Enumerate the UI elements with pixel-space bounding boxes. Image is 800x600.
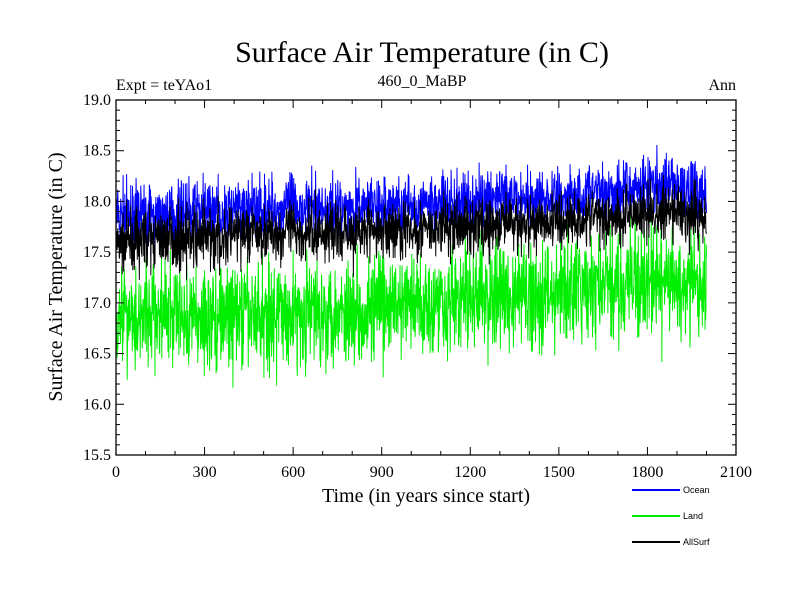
series-layer	[115, 144, 707, 388]
y-tick-label: 16.0	[83, 396, 111, 413]
y-tick-label: 15.5	[83, 447, 111, 464]
legend-label-allsurf: AllSurf	[683, 537, 710, 547]
x-tick-label: 1500	[543, 464, 575, 481]
legend-label-ocean: Ocean	[683, 485, 710, 495]
period-label: 460_0_MaBP	[378, 73, 467, 90]
series-line-allsurf	[115, 174, 707, 281]
y-tick-label: 19.0	[83, 92, 111, 109]
axis-layer: 0 300 600 900 1200 1500 1800 2100 15.5 16.0 16.5 17…	[83, 92, 752, 481]
season-label: Ann	[708, 77, 736, 94]
x-tick-label: 0	[112, 464, 120, 481]
y-tick-label: 17.5	[83, 244, 111, 261]
x-tick-label: 900	[370, 464, 394, 481]
legend-label-land: Land	[683, 511, 703, 521]
x-axis-label: Time (in years since start)	[322, 485, 530, 507]
plot-frame	[115, 99, 737, 456]
y-tick-label: 18.5	[83, 143, 111, 160]
y-tick-label: 17.0	[83, 295, 111, 312]
x-tick-label: 600	[281, 464, 305, 481]
y-tick-label: 18.0	[83, 193, 111, 210]
chart-title: Surface Air Temperature (in C)	[235, 36, 609, 69]
x-tick-label: 2100	[720, 464, 752, 481]
y-tick-label: 16.5	[83, 346, 111, 363]
experiment-label: Expt = teYAo1	[116, 77, 212, 94]
series-line-land	[115, 212, 707, 388]
x-tick-label: 300	[193, 464, 217, 481]
y-axis-label: Surface Air Temperature (in C)	[45, 152, 67, 401]
x-tick-label: 1200	[454, 464, 486, 481]
legend: Ocean Land AllSurf	[632, 485, 710, 547]
x-tick-label: 1800	[631, 464, 663, 481]
